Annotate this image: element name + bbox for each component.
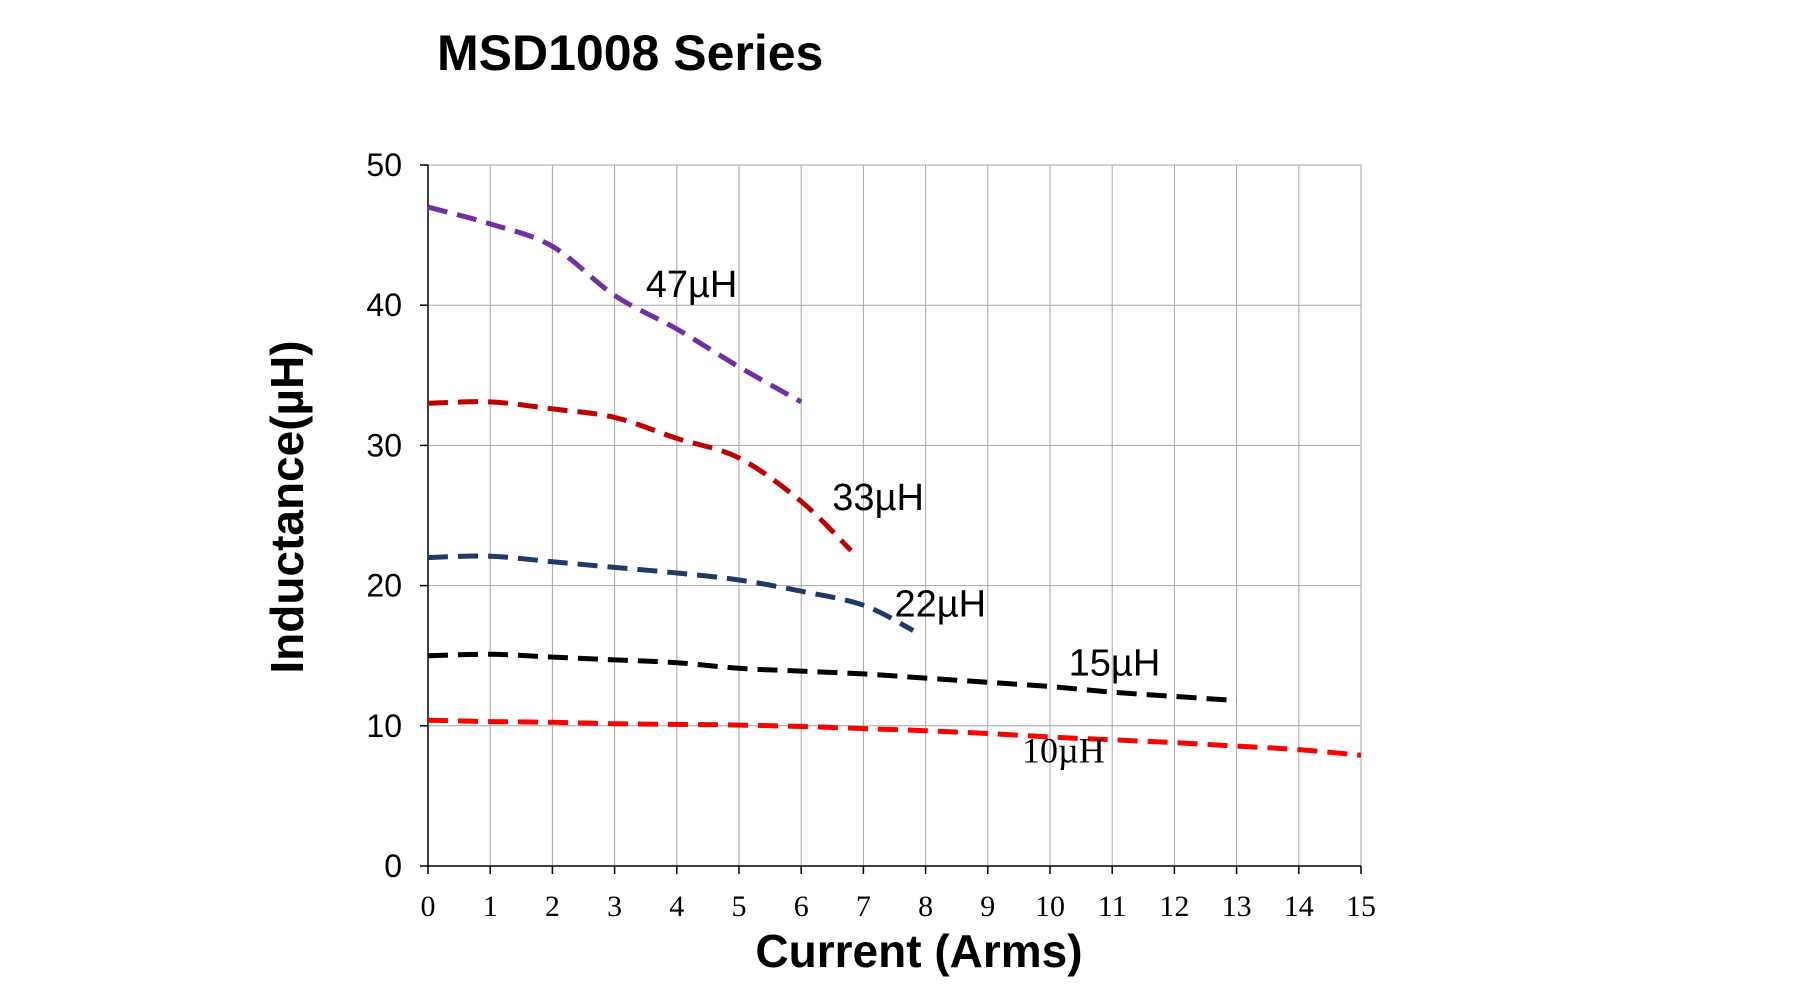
series-labels: 47µH 33µH 22µH 15µH 10µH [646, 264, 1161, 770]
x-tick-label-11: 11 [1098, 890, 1127, 923]
x-tick-label-14: 14 [1284, 890, 1314, 923]
x-tick-labels: 0 1 2 3 4 5 6 7 8 9 10 11 12 13 14 15 [421, 890, 1377, 923]
series-lines [427, 204, 1362, 758]
y-tick-label-30: 30 [366, 427, 402, 463]
series-line-33H [427, 399, 853, 553]
x-tick-label-9: 9 [980, 890, 995, 923]
y-tick-label-0: 0 [384, 848, 402, 884]
y-tick-labels: 0 10 20 30 40 50 [366, 147, 402, 884]
axes [420, 164, 1362, 874]
series-label-10H: 10µH [1022, 730, 1105, 770]
y-axis-label: Inductance(µH) [261, 340, 313, 673]
x-tick-label-7: 7 [856, 890, 871, 923]
x-tick-label-5: 5 [732, 890, 747, 923]
x-tick-label-0: 0 [421, 890, 436, 923]
series-line-10H [427, 717, 1362, 758]
x-tick-label-13: 13 [1222, 890, 1252, 923]
y-tick-label-50: 50 [366, 147, 402, 183]
series-line-47H [427, 204, 803, 405]
x-axis-label: Current (Arms) [755, 925, 1082, 977]
x-tick-label-4: 4 [669, 890, 684, 923]
x-tick-label-6: 6 [794, 890, 809, 923]
series-label-15H: 15µH [1069, 642, 1161, 684]
series-label-33H: 33µH [832, 477, 924, 519]
series-label-22H: 22µH [895, 583, 987, 625]
series-line-22H [427, 553, 915, 633]
x-tick-label-12: 12 [1159, 890, 1189, 923]
y-tick-label-20: 20 [366, 568, 402, 604]
series-line-15H [427, 651, 1237, 704]
x-tick-label-10: 10 [1035, 890, 1065, 923]
x-tick-label-1: 1 [483, 890, 498, 923]
x-tick-label-8: 8 [918, 890, 933, 923]
y-tick-label-10: 10 [366, 708, 402, 744]
x-tick-label-3: 3 [607, 890, 622, 923]
series-label-47H: 47µH [646, 264, 738, 306]
x-tick-label-2: 2 [545, 890, 560, 923]
x-tick-label-15: 15 [1346, 890, 1376, 923]
y-tick-label-40: 40 [366, 287, 402, 323]
chart-title: MSD1008 Series [437, 25, 823, 81]
